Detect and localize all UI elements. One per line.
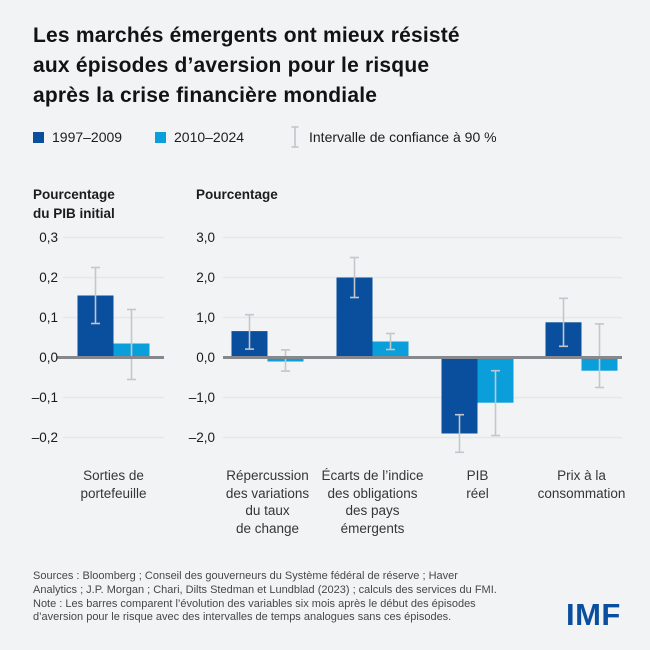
source-note-line-4: d’aversion pour le risque avec des inter… (33, 611, 452, 624)
source-note-line-3: Note : Les barres comparent l’évolution … (33, 597, 476, 610)
legend-label-confidence-interval: Intervalle de confiance à 90 % (309, 129, 497, 145)
y-tick-label: 1,0 (196, 310, 215, 325)
legend-item-1997-2009: 1997–2009 (33, 127, 122, 147)
imf-logo: IMF (566, 597, 621, 632)
y-tick-label: 0,2 (39, 270, 58, 285)
y-tick-label: 2,0 (196, 270, 215, 285)
y-tick-label: 0,1 (39, 310, 58, 325)
legend-swatch-2010-2024-icon (155, 131, 166, 143)
y-tick-label: 0,0 (39, 350, 58, 365)
confidence-interval-1997-2009-ecarts-de-l-indice-des-obligations-des-pays-emergents (350, 256, 359, 299)
left-axis-title-line-1: Pourcentage (33, 187, 115, 202)
y-tick-label: 0,3 (39, 230, 58, 245)
legend-label-2010-2024: 2010–2024 (174, 129, 245, 145)
right-axis-title: Pourcentage (196, 186, 278, 205)
chart-title-line-3: après la crise financière mondiale (33, 84, 378, 107)
y-tick-label: –1,0 (189, 390, 215, 405)
source-note: Sources : Bloomberg ; Conseil des gouver… (33, 570, 578, 625)
source-note-line-2: Analytics ; J.P. Morgan ; Chari, Dilts S… (33, 583, 497, 596)
right-axis-title-line-1: Pourcentage (196, 187, 278, 202)
confidence-interval-1997-2009-prix-a-la-consommation (559, 297, 568, 348)
confidence-interval-2010-2024-prix-a-la-consommation (595, 323, 604, 389)
left-axis-title-line-2: du PIB initial (33, 205, 115, 221)
confidence-interval-1997-2009-repercussion-des-variations-du-taux-de-change (245, 313, 254, 350)
confidence-interval-2010-2024-sorties-de-portefeuille (127, 308, 136, 381)
confidence-interval-1997-2009-pib-reel (455, 413, 464, 454)
y-tick-label: 3,0 (196, 230, 215, 245)
confidence-interval-2010-2024-pib-reel (491, 369, 500, 437)
y-tick-label: –2,0 (189, 430, 215, 445)
legend-swatch-1997-2009-icon (33, 131, 44, 143)
y-tick-label: –0,1 (32, 390, 58, 405)
confidence-interval-2010-2024-ecarts-de-l-indice-des-obligations-des-pays-emergents (386, 332, 395, 351)
chart-title-line-1: Les marchés émergents ont mieux résisté (33, 24, 460, 47)
chart-title-line-2: aux épisodes d’aversion pour le risque (33, 54, 430, 77)
confidence-interval-1997-2009-sorties-de-portefeuille (91, 266, 100, 325)
confidence-interval-2010-2024-repercussion-des-variations-du-taux-de-change (281, 349, 290, 372)
y-tick-label: 0,0 (196, 350, 215, 365)
legend-item-2010-2024: 2010–2024 (155, 127, 244, 147)
legend-label-1997-2009: 1997–2009 (52, 129, 123, 145)
source-note-line-1: Sources : Bloomberg ; Conseil des gouver… (33, 570, 458, 582)
chart-title: Les marchés émergents ont mieux résisté … (33, 21, 633, 111)
legend-item-confidence-interval: Intervalle de confiance à 90 % (290, 126, 497, 148)
confidence-interval-icon (291, 126, 299, 148)
y-tick-label: –0,2 (32, 430, 58, 445)
left-axis-title: Pourcentage du PIB initial (33, 186, 115, 223)
